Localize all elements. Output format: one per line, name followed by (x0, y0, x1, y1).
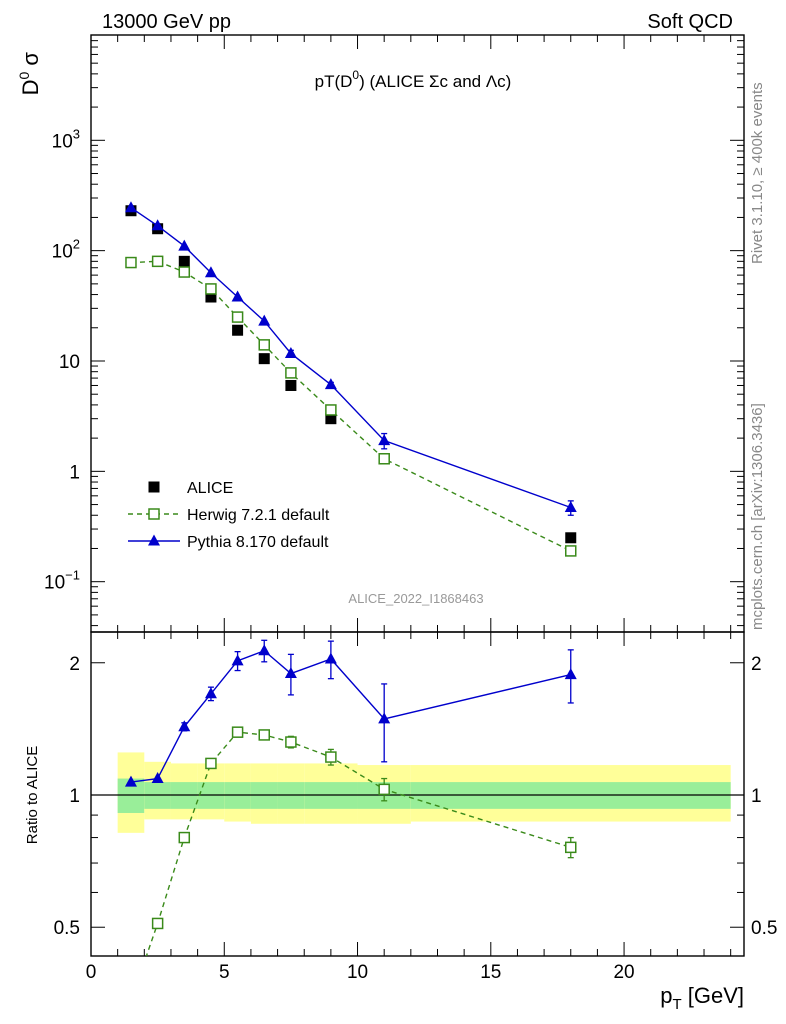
herwig-point (205, 757, 217, 770)
y-tick-label: 1 (69, 786, 80, 807)
herwig-point (125, 256, 137, 269)
herwig-point (258, 339, 270, 351)
alice-point (258, 353, 270, 365)
pythia-point (231, 654, 244, 666)
herwig-point (325, 404, 337, 416)
mcplots-label: mcplots.cern.ch [arXiv:1306.3436] (749, 403, 766, 630)
y-tick-label: 0.5 (54, 918, 80, 939)
y-tick-label: 10−1 (44, 568, 80, 594)
herwig-point (325, 751, 337, 763)
x-tick-label: 15 (480, 962, 501, 983)
x-tick-label: 10 (347, 962, 368, 983)
y-tick-label: 10 (59, 352, 80, 373)
pythia-point (178, 720, 191, 732)
pythia-point (324, 378, 337, 390)
pythia-point (378, 434, 391, 446)
herwig-point (205, 283, 217, 295)
ratio-frame (90, 631, 745, 957)
herwig-point (378, 783, 390, 796)
y-tick-label: 1 (69, 462, 80, 483)
pythia-point (284, 667, 297, 679)
alice-point (325, 413, 337, 425)
x-axis-label: pT [GeV] (660, 983, 744, 1013)
legend-herwig-marker (148, 508, 160, 520)
herwig-line (145, 731, 571, 956)
pythia-point (151, 219, 164, 231)
y-tick-label-right: 2 (751, 654, 762, 675)
x-tick-labels: 0 5 10 15 20 (86, 962, 635, 983)
main-y-axis-label: D0 σ (16, 52, 43, 96)
alice-point (285, 379, 297, 391)
pythia-line (130, 207, 571, 509)
pythia-point (324, 652, 337, 664)
y-tick-label-right: 1 (751, 786, 762, 807)
ratio-y-axis-label: Ratio to ALICE (24, 746, 41, 844)
rivet-label: Rivet 3.1.10, ≥ 400k events (749, 82, 766, 264)
ratio-axis-ticks (90, 632, 744, 956)
y-tick-label: 102 (52, 237, 80, 263)
ratio-series (124, 639, 577, 956)
y-tick-label: 103 (52, 126, 80, 152)
pythia-line (130, 649, 571, 783)
pythia-point (564, 668, 577, 680)
uncertainty-band (117, 752, 731, 833)
alice-point (205, 291, 217, 303)
alice-point (232, 324, 244, 336)
pythia-point (124, 775, 137, 787)
pythia-point (204, 266, 217, 278)
pythia-point (258, 314, 271, 326)
y-tick-label-right: 0.5 (751, 918, 777, 939)
pythia-point (204, 687, 217, 699)
main-series (124, 201, 577, 557)
alice-point (565, 532, 577, 544)
ratio-panel: 0.5 0.5 1 1 2 2 0 5 10 15 20 Ratio to ALICE pT [G… (24, 631, 778, 1013)
herwig-point (178, 266, 191, 278)
herwig-point (178, 831, 191, 844)
herwig-point (231, 726, 244, 738)
legend-pythia-label: Pythia 8.170 default (187, 534, 329, 551)
herwig-point (378, 453, 390, 465)
ratio-y-tick-labels: 0.5 0.5 1 1 2 2 (54, 654, 778, 939)
main-panel: 10−1 1 10 102 103 pT(D0) (ALICE Σc and Λc) D… (16, 34, 745, 633)
x-tick-label: 5 (219, 962, 230, 983)
pythia-point (284, 346, 297, 358)
herwig-point (151, 917, 164, 930)
herwig-point (285, 736, 297, 748)
herwig-point (565, 841, 577, 854)
legend: ALICE Herwig 7.2.1 default Pythia 8.170 de… (128, 480, 330, 551)
pythia-point (151, 772, 164, 784)
legend-alice-marker (148, 481, 160, 493)
alice-point (178, 255, 190, 267)
herwig-point (565, 545, 577, 557)
pythia-point (178, 239, 191, 251)
main-axis-ticks (90, 34, 744, 632)
herwig-point (151, 255, 164, 268)
legend-pythia-marker (148, 534, 160, 546)
x-tick-label: 0 (86, 962, 97, 983)
legend-herwig-label: Herwig 7.2.1 default (187, 507, 330, 524)
x-tick-label: 20 (613, 962, 634, 983)
analysis-watermark: ALICE_2022_I1868463 (348, 591, 483, 606)
herwig-line (130, 260, 572, 552)
pythia-point (231, 290, 244, 302)
y-tick-label: 2 (69, 654, 80, 675)
pythia-point (258, 644, 271, 656)
pythia-point (378, 712, 391, 724)
process-label: Soft QCD (647, 11, 733, 33)
herwig-point (231, 311, 244, 323)
pythia-point (564, 501, 577, 513)
energy-label: 13000 GeV pp (102, 11, 231, 33)
pythia-point (124, 201, 137, 213)
main-y-tick-labels: 10−1 1 10 102 103 (44, 126, 80, 593)
legend-alice-label: ALICE (187, 480, 233, 497)
main-title: pT(D0) (ALICE Σc and Λc) (315, 68, 512, 91)
herwig-point (285, 367, 297, 379)
herwig-point (258, 729, 270, 741)
